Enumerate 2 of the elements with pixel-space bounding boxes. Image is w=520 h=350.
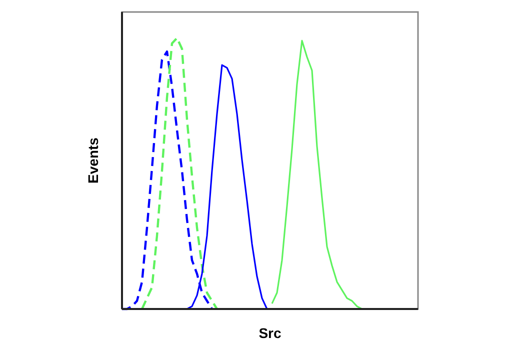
y-axis-title: Events bbox=[85, 137, 101, 184]
x-axis-title: Src bbox=[258, 325, 282, 341]
